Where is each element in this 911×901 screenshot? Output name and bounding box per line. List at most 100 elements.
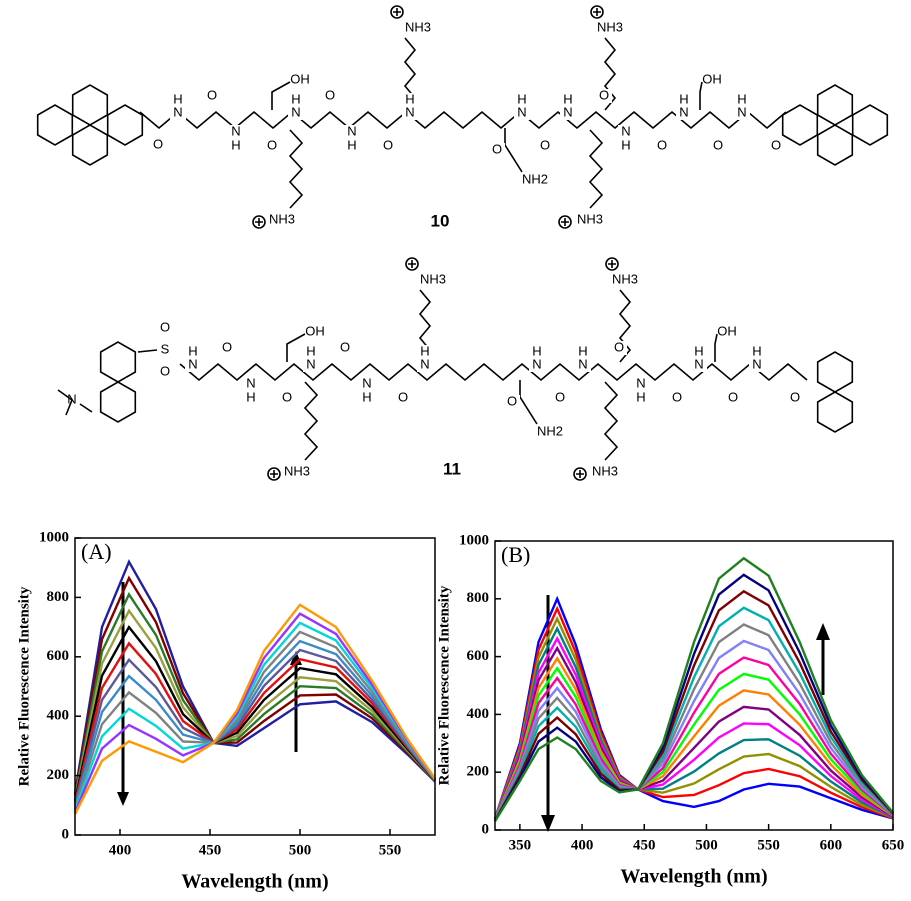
y-tick-label: 400 — [467, 706, 490, 722]
atom-label: O — [492, 141, 502, 156]
atom-bg — [597, 465, 613, 479]
atom-label: O — [614, 339, 624, 354]
panel-label: (A) — [81, 539, 112, 564]
atom-label: N — [420, 356, 429, 371]
charge — [267, 467, 281, 481]
charge — [390, 5, 404, 19]
atom-bg — [575, 358, 591, 372]
x-tick-label: 350 — [509, 837, 532, 853]
panel-label: (B) — [501, 542, 530, 567]
atom-bg — [289, 465, 305, 479]
series-line — [493, 606, 894, 822]
atom-bg — [633, 391, 649, 405]
atom-label: O — [599, 87, 609, 102]
ring — [71, 84, 109, 126]
atom-bg — [219, 341, 235, 355]
ring — [99, 381, 137, 423]
side-chain — [519, 380, 538, 425]
atom-bg — [669, 391, 685, 405]
atom-label: H — [517, 91, 526, 106]
atom-label: NH3 — [269, 211, 295, 226]
atom-label: N — [636, 375, 645, 390]
series-line — [493, 666, 894, 821]
atom-bg — [504, 395, 520, 409]
atom-label: N — [405, 104, 414, 119]
charge — [590, 5, 604, 19]
atom-label: OH — [702, 71, 722, 86]
atom-bg — [344, 125, 360, 139]
atom-label: H — [532, 343, 541, 358]
atom-label: O — [507, 393, 517, 408]
atom-label: NH3 — [597, 19, 623, 34]
atom-label: O — [728, 389, 738, 404]
atom-label: H — [563, 91, 572, 106]
atom-bg — [303, 345, 319, 359]
side-chain — [286, 333, 306, 362]
atom-bg — [274, 213, 290, 227]
atom-bg — [560, 93, 576, 107]
charge — [561, 218, 569, 226]
atom-label: O — [540, 137, 550, 152]
series-line — [493, 573, 894, 822]
atom-bg — [489, 143, 505, 157]
atom-label: H — [246, 389, 255, 404]
y-axis-title: Relative Fluorescence Intensity — [436, 585, 452, 785]
atom-label: N — [362, 375, 371, 390]
atom-label: N — [563, 104, 572, 119]
atom-label: H — [752, 343, 761, 358]
y-tick-label: 800 — [467, 590, 490, 606]
atom-label: N — [231, 123, 240, 138]
atom-bg — [288, 106, 304, 120]
atom-label: S — [161, 341, 170, 356]
charge — [605, 257, 619, 271]
atom-label: NH3 — [592, 463, 618, 478]
atom-bg — [787, 391, 803, 405]
charge — [408, 260, 416, 268]
series-line — [73, 639, 436, 808]
atom-bg — [243, 391, 259, 405]
atom-bg — [749, 358, 765, 372]
atom-label: OH — [717, 323, 737, 338]
charge — [608, 260, 616, 268]
x-axis-title: Wavelength (nm) — [620, 866, 767, 888]
x-tick-label: 550 — [757, 837, 780, 853]
y-tick-label: 600 — [47, 648, 70, 664]
structure: HNOHNOHOHNOHNOHNNH3NH3ONH2HNOHNOHNOHNOHO… — [57, 257, 854, 481]
side-chain — [603, 37, 617, 111]
ring — [106, 104, 144, 146]
charge — [405, 257, 419, 271]
charge — [255, 218, 263, 226]
atom-label: NH2 — [537, 423, 563, 438]
atom-label: O — [340, 339, 350, 354]
atom-bg — [170, 106, 186, 120]
atom-bg — [575, 345, 591, 359]
charge — [252, 215, 266, 229]
atom-label: N — [532, 356, 541, 371]
side-chain — [504, 128, 523, 173]
atom-bg — [514, 93, 530, 107]
atom-label: NH3 — [577, 211, 603, 226]
atom-label: N — [737, 104, 746, 119]
atom-bg — [359, 377, 375, 391]
ring — [851, 104, 889, 146]
atom-label: N — [347, 123, 356, 138]
series-line — [73, 591, 436, 798]
x-tick-label: 400 — [109, 842, 132, 858]
y-tick-label: 600 — [467, 648, 490, 664]
atom-bg — [529, 345, 545, 359]
atom-bg — [633, 377, 649, 391]
atom-label: O — [383, 137, 393, 152]
atom-bg — [150, 138, 166, 152]
series-line — [493, 656, 894, 821]
compound-label: 10 — [431, 211, 450, 230]
atom-label: H — [621, 137, 630, 152]
series-line — [73, 648, 436, 805]
atom-bg — [734, 93, 750, 107]
atom-label: NH3 — [420, 271, 446, 286]
atom-label: N — [621, 123, 630, 138]
ring — [816, 391, 854, 433]
atom-bg — [204, 89, 220, 103]
ring — [71, 124, 109, 166]
charge — [558, 215, 572, 229]
atom-label: O — [771, 137, 781, 152]
